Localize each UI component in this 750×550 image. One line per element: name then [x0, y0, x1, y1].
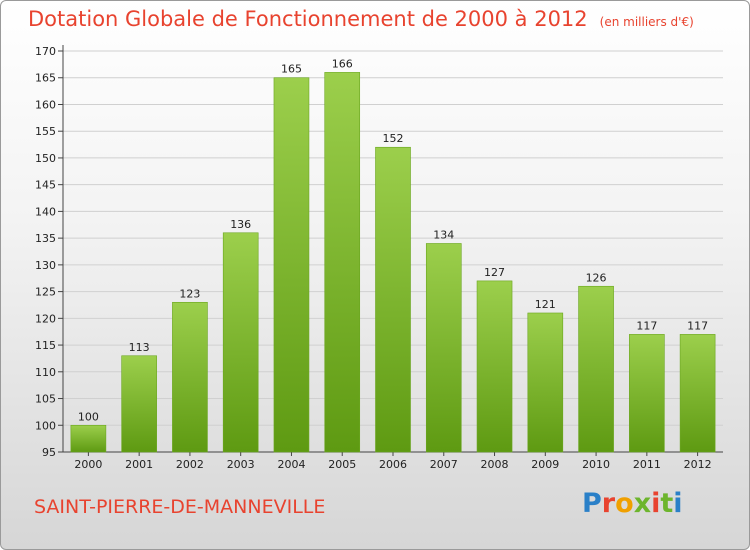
data-label: 121 [535, 298, 556, 311]
y-tick-label: 115 [35, 339, 56, 352]
x-tick-label: 2008 [481, 458, 509, 471]
x-tick-label: 2002 [176, 458, 204, 471]
title-text: Dotation Globale de Fonctionnement de 20… [28, 7, 588, 31]
logo-letter: t [660, 488, 674, 519]
bar [121, 355, 157, 453]
y-tick-label: 100 [35, 419, 56, 432]
bar [527, 312, 564, 453]
chart-title: Dotation Globale de Fonctionnement de 20… [28, 7, 694, 31]
bar [222, 232, 259, 453]
y-tick-label: 130 [35, 259, 56, 272]
bar [172, 301, 208, 453]
y-tick-label: 125 [35, 286, 56, 299]
y-tick-label: 120 [35, 312, 56, 325]
data-label: 152 [383, 132, 404, 145]
x-tick-label: 2004 [277, 458, 305, 471]
bar [476, 280, 513, 453]
chart-unit: (en milliers d'€) [599, 15, 694, 29]
data-label: 134 [433, 228, 454, 241]
x-tick-label: 2007 [430, 458, 458, 471]
data-label: 136 [230, 218, 251, 231]
bar [629, 334, 665, 453]
logo-letter: P [582, 488, 602, 519]
bar [273, 77, 310, 453]
y-tick-label: 170 [35, 45, 56, 58]
y-tick-label: 140 [35, 205, 56, 218]
data-label: 127 [484, 266, 505, 279]
bars [70, 72, 716, 453]
logo-letter: r [601, 488, 616, 519]
y-tick-label: 110 [35, 366, 56, 379]
logo-letter: x [633, 488, 652, 519]
bar [578, 285, 614, 453]
y-tick-label: 135 [35, 232, 56, 245]
bar [324, 72, 361, 453]
data-labels: 100 113 123 136 165 166 152 134 127 121 126 117 117 [78, 57, 708, 423]
data-label: 166 [332, 57, 353, 70]
x-tick-label: 2010 [582, 458, 610, 471]
bar [679, 334, 716, 453]
data-label: 117 [687, 319, 708, 332]
y-tick-label: 145 [35, 179, 56, 192]
data-label: 113 [129, 341, 150, 354]
y-tick-label: 150 [35, 152, 56, 165]
y-tick-label: 165 [35, 72, 56, 85]
y-tick-label: 105 [35, 393, 56, 406]
logo-letter: o [615, 488, 634, 519]
logo-letter: i [651, 488, 661, 519]
bar [375, 146, 411, 453]
y-tick-label: 155 [35, 125, 56, 138]
x-tick-label: 2011 [633, 458, 661, 471]
data-label: 126 [586, 271, 607, 284]
data-label: 165 [281, 63, 302, 76]
x-tick-label: 2000 [74, 458, 102, 471]
x-tick-label: 2003 [227, 458, 255, 471]
bar [425, 243, 462, 453]
logo-letter: i [673, 488, 683, 519]
y-tick-label: 160 [35, 98, 56, 111]
data-label: 123 [179, 287, 200, 300]
x-tick-label: 2012 [684, 458, 712, 471]
x-tick-label: 2005 [328, 458, 356, 471]
bar [70, 424, 107, 453]
x-tick-label: 2009 [531, 458, 559, 471]
x-tick-label: 2006 [379, 458, 407, 471]
data-label: 117 [636, 319, 657, 332]
x-tick-label: 2001 [125, 458, 153, 471]
data-label: 100 [78, 410, 99, 423]
commune-name: SAINT-PIERRE-DE-MANNEVILLE [34, 496, 326, 518]
y-tick-label: 95 [42, 446, 56, 459]
proxiti-logo: Proxiti [582, 488, 683, 519]
